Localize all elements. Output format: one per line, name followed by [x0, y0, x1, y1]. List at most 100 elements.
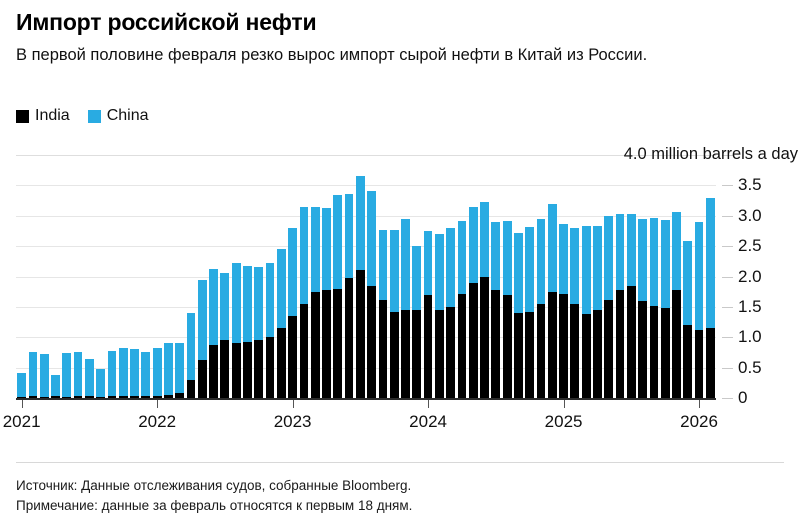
bar-segment-china: [480, 202, 489, 277]
bar-2025-03[interactable]: [581, 226, 591, 398]
bar-2023-01[interactable]: [288, 227, 297, 398]
bar-2022-09[interactable]: [243, 266, 252, 398]
bar-2022-08[interactable]: [231, 263, 241, 398]
bar-2021-09[interactable]: [107, 350, 117, 398]
bar-segment-china: [672, 212, 681, 290]
bar-2024-07[interactable]: [491, 221, 501, 398]
bar-2024-09[interactable]: [514, 232, 523, 398]
bar-segment-china: [434, 233, 444, 310]
bar-2022-12[interactable]: [276, 249, 286, 398]
bar-2023-05[interactable]: [333, 194, 343, 398]
bar-2025-05[interactable]: [604, 215, 614, 398]
bar-segment-india: [288, 316, 297, 398]
legend-item-china[interactable]: China: [87, 108, 149, 124]
bar-segment-china: [514, 232, 523, 313]
bar-2021-06[interactable]: [73, 352, 83, 398]
bar-segment-china: [197, 280, 207, 361]
bar-2021-03[interactable]: [39, 354, 49, 398]
bar-2022-02[interactable]: [164, 343, 173, 398]
bar-segment-china: [638, 218, 647, 301]
bar-2025-01[interactable]: [559, 223, 568, 398]
bar-2025-04[interactable]: [593, 226, 602, 398]
bar-2023-10[interactable]: [389, 229, 399, 398]
bar-2022-06[interactable]: [209, 268, 218, 398]
bar-2025-10[interactable]: [660, 220, 670, 398]
gridline-0-5: [16, 367, 716, 369]
bar-2025-07[interactable]: [626, 213, 636, 398]
bar-2023-12[interactable]: [412, 246, 422, 398]
bar-segment-china: [209, 268, 218, 345]
bar-2022-04[interactable]: [186, 312, 196, 398]
bar-segment-india: [446, 306, 456, 398]
y-axis-tick-label: 3.0: [738, 205, 762, 225]
bar-segment-india: [660, 308, 670, 398]
bar-2023-06[interactable]: [344, 193, 354, 398]
bar-segment-china: [660, 220, 670, 309]
bar-2024-01[interactable]: [423, 230, 433, 398]
bar-2021-10[interactable]: [118, 348, 128, 398]
bar-2026-02[interactable]: [705, 197, 715, 398]
bar-2023-08[interactable]: [367, 191, 377, 398]
bar-2021-02[interactable]: [28, 352, 38, 398]
bar-segment-china: [265, 262, 275, 338]
bar-2025-09[interactable]: [649, 217, 659, 398]
bar-segment-india: [107, 396, 117, 398]
bar-2024-08[interactable]: [502, 220, 512, 398]
bar-2022-01[interactable]: [152, 347, 162, 398]
bar-2025-02[interactable]: [570, 227, 580, 398]
bar-2023-07[interactable]: [355, 176, 365, 398]
bar-2021-08[interactable]: [96, 369, 106, 398]
bar-2024-10[interactable]: [525, 226, 535, 398]
bar-2021-04[interactable]: [51, 374, 60, 398]
bar-segment-india: [344, 277, 354, 398]
bar-2024-06[interactable]: [480, 202, 489, 398]
bar-segment-india: [164, 394, 173, 398]
bar-2024-05[interactable]: [468, 206, 478, 398]
bar-segment-china: [626, 213, 636, 286]
bar-2025-12[interactable]: [683, 241, 693, 398]
bar-segment-china: [84, 358, 94, 397]
bar-2021-01[interactable]: [17, 372, 27, 398]
bar-2022-10[interactable]: [254, 267, 264, 398]
bar-2022-05[interactable]: [197, 280, 207, 398]
bar-segment-india: [299, 303, 309, 398]
bar-2023-04[interactable]: [322, 207, 331, 398]
y-axis-unit-label: 4.0 million barrels a day: [623, 145, 798, 163]
gridline-3-5: [16, 185, 716, 187]
source-note: Источник: Данные отслеживания судов, соб…: [16, 478, 412, 493]
gridline-1: [16, 337, 716, 339]
chart-header: Импорт российской нефти В первой половин…: [16, 8, 786, 67]
bar-2024-02[interactable]: [434, 233, 444, 398]
bar-2021-05[interactable]: [62, 353, 72, 398]
bar-2025-11[interactable]: [672, 212, 681, 398]
bar-2021-11[interactable]: [130, 348, 139, 398]
bar-segment-india: [152, 396, 162, 398]
bar-2023-09[interactable]: [378, 229, 388, 398]
bar-2025-06[interactable]: [615, 213, 625, 398]
y-tick-mark: [722, 155, 733, 156]
bar-2021-12[interactable]: [141, 352, 151, 398]
bar-segment-china: [310, 206, 320, 292]
bar-segment-india: [276, 328, 286, 398]
bar-2022-03[interactable]: [175, 342, 185, 398]
bar-2023-02[interactable]: [299, 206, 309, 398]
bar-2024-12[interactable]: [547, 203, 557, 398]
bar-2026-01[interactable]: [694, 221, 704, 398]
bar-2024-03[interactable]: [446, 227, 456, 398]
bar-2023-03[interactable]: [310, 206, 320, 398]
bar-segment-china: [276, 249, 286, 329]
bar-segment-china: [615, 213, 625, 290]
legend-item-india[interactable]: India: [16, 108, 70, 124]
bar-segment-india: [434, 309, 444, 398]
bar-segment-china: [570, 227, 580, 304]
bar-segment-india: [547, 291, 557, 398]
bar-2021-07[interactable]: [84, 358, 94, 398]
bar-2024-11[interactable]: [536, 218, 546, 398]
y-tick-mark: [722, 185, 733, 187]
bar-2023-11[interactable]: [401, 218, 410, 398]
bar-segment-india: [423, 294, 433, 398]
bar-2024-04[interactable]: [457, 220, 467, 398]
bar-2022-11[interactable]: [265, 262, 275, 398]
bar-2025-08[interactable]: [638, 218, 647, 398]
bar-2022-07[interactable]: [220, 273, 230, 398]
